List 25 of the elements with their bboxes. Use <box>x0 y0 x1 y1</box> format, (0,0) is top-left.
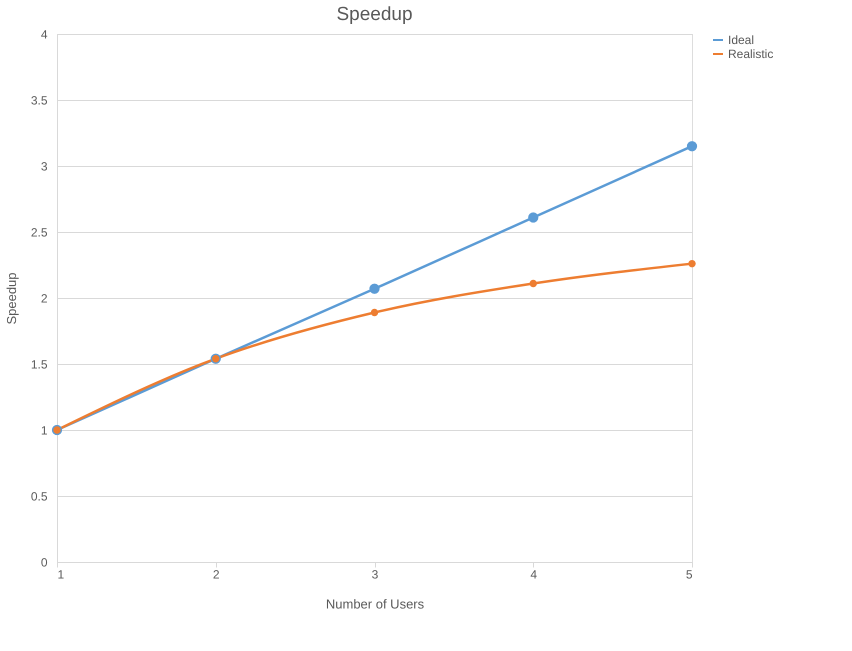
point <box>528 212 538 223</box>
x-tick-label: 3 <box>372 568 379 582</box>
y-tick-label: 3 <box>40 160 48 174</box>
point <box>530 280 537 288</box>
y-tick-label: 1.5 <box>30 358 48 372</box>
legend-label: Ideal <box>728 33 754 47</box>
y-tick-label: 2.5 <box>30 226 48 240</box>
legend-label: Realistic <box>728 47 774 61</box>
point <box>369 284 380 294</box>
y-axis-title: Speedup <box>4 272 19 325</box>
y-tick-label: 3.5 <box>30 94 48 108</box>
y-tick-label: 1 <box>40 424 48 438</box>
y-tick-label: 2 <box>40 292 48 306</box>
point <box>688 260 696 268</box>
x-tick-label: 1 <box>58 568 64 582</box>
x-axis-title: Number of Users <box>326 596 425 612</box>
x-tick-label: 2 <box>212 568 220 582</box>
x-tick-label: 4 <box>530 568 538 582</box>
y-tick-label: 0.5 <box>30 490 48 504</box>
y-tick-label: 0 <box>40 556 48 570</box>
y-tick-label: 4 <box>40 28 48 42</box>
x-tick-label: 5 <box>686 568 693 582</box>
point <box>686 141 698 152</box>
chart-title: Speedup <box>336 4 413 25</box>
point <box>370 308 378 316</box>
